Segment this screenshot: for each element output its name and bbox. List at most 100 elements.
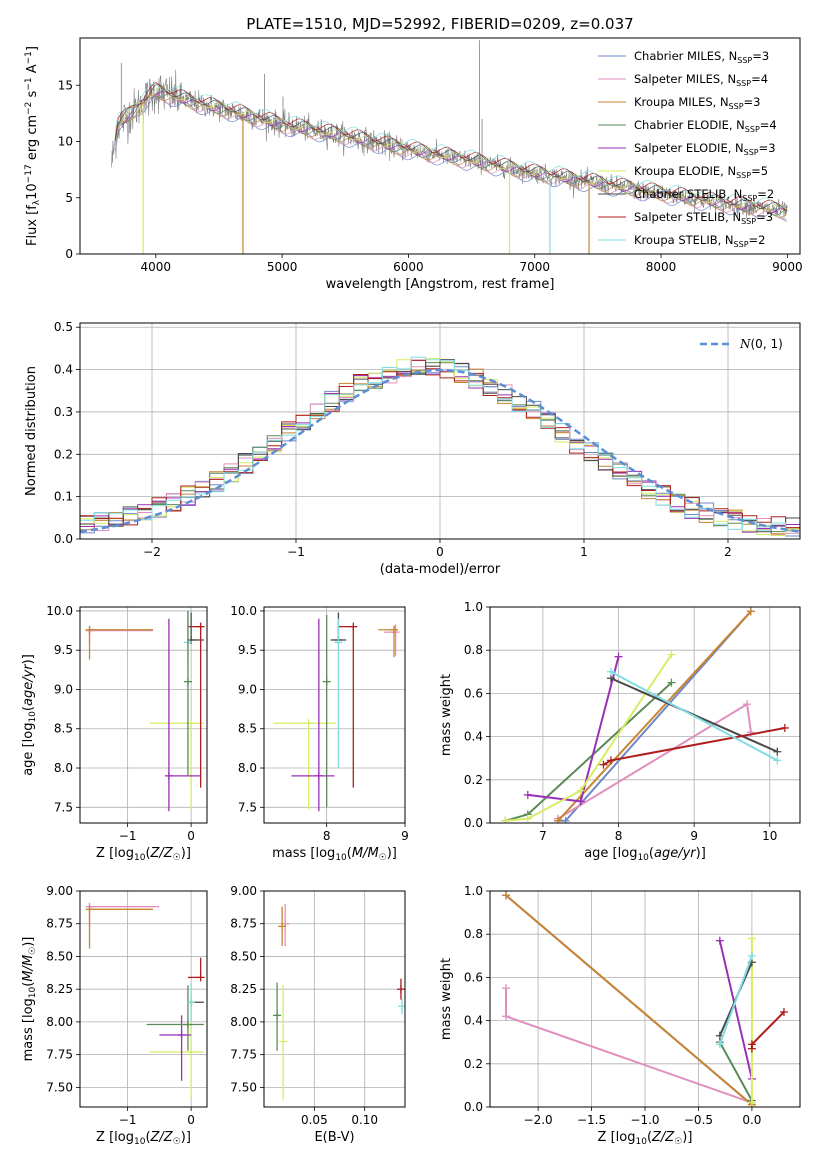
label-part: M/M [352, 846, 379, 861]
y-axis-label: Normed distribution [24, 366, 39, 496]
label-part: ( [21, 706, 36, 711]
label-part: Z/Z [150, 846, 174, 861]
histogram-series [80, 362, 800, 539]
y-axis-label: age [log10(age/yr)] [21, 654, 38, 776]
weight-line [505, 653, 673, 822]
label-part: λ [32, 199, 42, 205]
y-tick-label: 0.0 [54, 532, 73, 546]
y-tick-label: 7.50 [230, 1080, 257, 1094]
y-tick-label: 9.5 [238, 643, 257, 657]
y-tick-label: 7.5 [54, 800, 73, 814]
panel-mass_vs_ebv: 0.05 0.10 7.50 7.75 8.00 8.25 8.50 8.75 9.00 E(B-… [230, 884, 406, 1145]
y-tick-label: 0.5 [54, 320, 73, 334]
label-part: mass [log [21, 998, 36, 1061]
y-tick-label: 0.0 [464, 1100, 483, 1114]
label-part: =3 [756, 210, 773, 224]
y-tick-label: 0.6 [464, 970, 483, 984]
weight-line [610, 670, 778, 762]
label-part: mass weight [439, 674, 454, 756]
label-part: age/yr [654, 846, 697, 861]
label-part: age [log [584, 846, 637, 861]
axes-frame [79, 322, 801, 540]
x-tick-label: 0 [436, 545, 444, 559]
model-spectrum [115, 86, 788, 212]
y-tick-label: 9.00 [230, 884, 257, 898]
axes-frame [79, 606, 208, 824]
plot-layer: 4000 5000 6000 7000 8000 9000051015wavelength… [21, 37, 803, 1147]
x-tick-label: 0.05 [301, 1113, 328, 1127]
label-part: Kroupa MILES, N [634, 95, 729, 109]
weight-line [718, 955, 753, 1045]
label-part: SSP [737, 56, 752, 65]
x-tick-label: −1 [119, 1113, 137, 1127]
model-spectrum [115, 83, 788, 209]
axes-frame [263, 606, 406, 824]
x-tick-label: 8 [323, 829, 331, 843]
y-tick-label: 8.50 [46, 949, 73, 963]
axes-frame [79, 37, 801, 255]
x-tick-label: 2 [724, 545, 732, 559]
label-part: =4 [760, 118, 777, 132]
label-part: )] [181, 1130, 191, 1145]
label-part: −1 [24, 77, 34, 90]
label-part: Z/Z [651, 1130, 675, 1145]
y-tick-label: 0 [65, 247, 73, 261]
x-axis-label: (data-model)/error [380, 562, 501, 577]
label-part: 10 [637, 853, 649, 863]
y-axis-label: Flux [fλ10−17 erg cm−2 s−1 A−1] [24, 46, 42, 246]
x-axis-label: E(B-V) [314, 1130, 354, 1145]
label-part: )] [682, 1130, 692, 1145]
y-tick-label: 0.8 [464, 643, 483, 657]
label-part: Z/Z [150, 1130, 174, 1145]
label-part: Salpeter ELODIE, N [634, 141, 744, 155]
y-tick-label: 10.0 [46, 604, 73, 618]
x-tick-label: −1 [119, 829, 137, 843]
y-tick-label: 8.50 [230, 949, 257, 963]
y-tick-label: 9.0 [238, 682, 257, 696]
x-tick-label: 9000 [772, 260, 803, 274]
plot-area [502, 891, 788, 1107]
panel-age_vs_mass: 8 9 7.5 8.0 8.5 9.0 9.5 10.0 mass [log10(M/M☉)] [230, 604, 409, 863]
plot-area [273, 904, 405, 1101]
label-part: SSP [736, 171, 751, 180]
y-tick-label: 0.6 [464, 686, 483, 700]
plot-area [111, 40, 788, 254]
x-axis-label: age [log10(age/yr)] [584, 846, 706, 863]
label-part: 10 [635, 1137, 647, 1147]
model-spectrum [115, 93, 787, 221]
label-part: ( [145, 1130, 150, 1145]
y-tick-label: 8.5 [54, 722, 73, 736]
x-tick-label: 4000 [141, 260, 172, 274]
y-tick-label: 9.0 [54, 682, 73, 696]
y-tick-label: 8.00 [230, 1015, 257, 1029]
label-part: Chabrier STELIB, N [634, 187, 742, 201]
label-part: ☉ [379, 853, 387, 863]
x-tick-label: 7000 [519, 260, 550, 274]
plot-area [273, 612, 400, 812]
label-part: Z [log [598, 1130, 636, 1145]
y-tick-label: 0.2 [464, 1057, 483, 1071]
label-part: =2 [757, 187, 774, 201]
label-part: Kroupa ELODIE, N [634, 164, 736, 178]
x-tick-label: 0.10 [351, 1113, 378, 1127]
y-tick-label: 8.0 [54, 761, 73, 775]
y-tick-label: 5 [65, 191, 73, 205]
y-tick-label: 8.0 [238, 761, 257, 775]
label-part: Kroupa STELIB, N [634, 233, 734, 247]
y-tick-label: 0.4 [464, 1014, 483, 1028]
label-part: 10 [134, 1137, 146, 1147]
histogram-series [80, 356, 800, 539]
y-tick-label: 9.00 [46, 884, 73, 898]
x-tick-label: 6000 [393, 260, 424, 274]
x-tick-label: 9 [401, 829, 409, 843]
label-part: )] [387, 846, 397, 861]
label-part: ( [347, 846, 352, 861]
label-part: =4 [751, 72, 768, 86]
label-part: A [25, 64, 40, 77]
label-part: Salpeter STELIB, N [634, 210, 741, 224]
label-part: N [739, 337, 751, 351]
x-tick-label: 10 [762, 829, 777, 843]
y-tick-label: 7.75 [230, 1048, 257, 1062]
label-part: age [log [21, 723, 36, 776]
weight-line [718, 940, 753, 1080]
